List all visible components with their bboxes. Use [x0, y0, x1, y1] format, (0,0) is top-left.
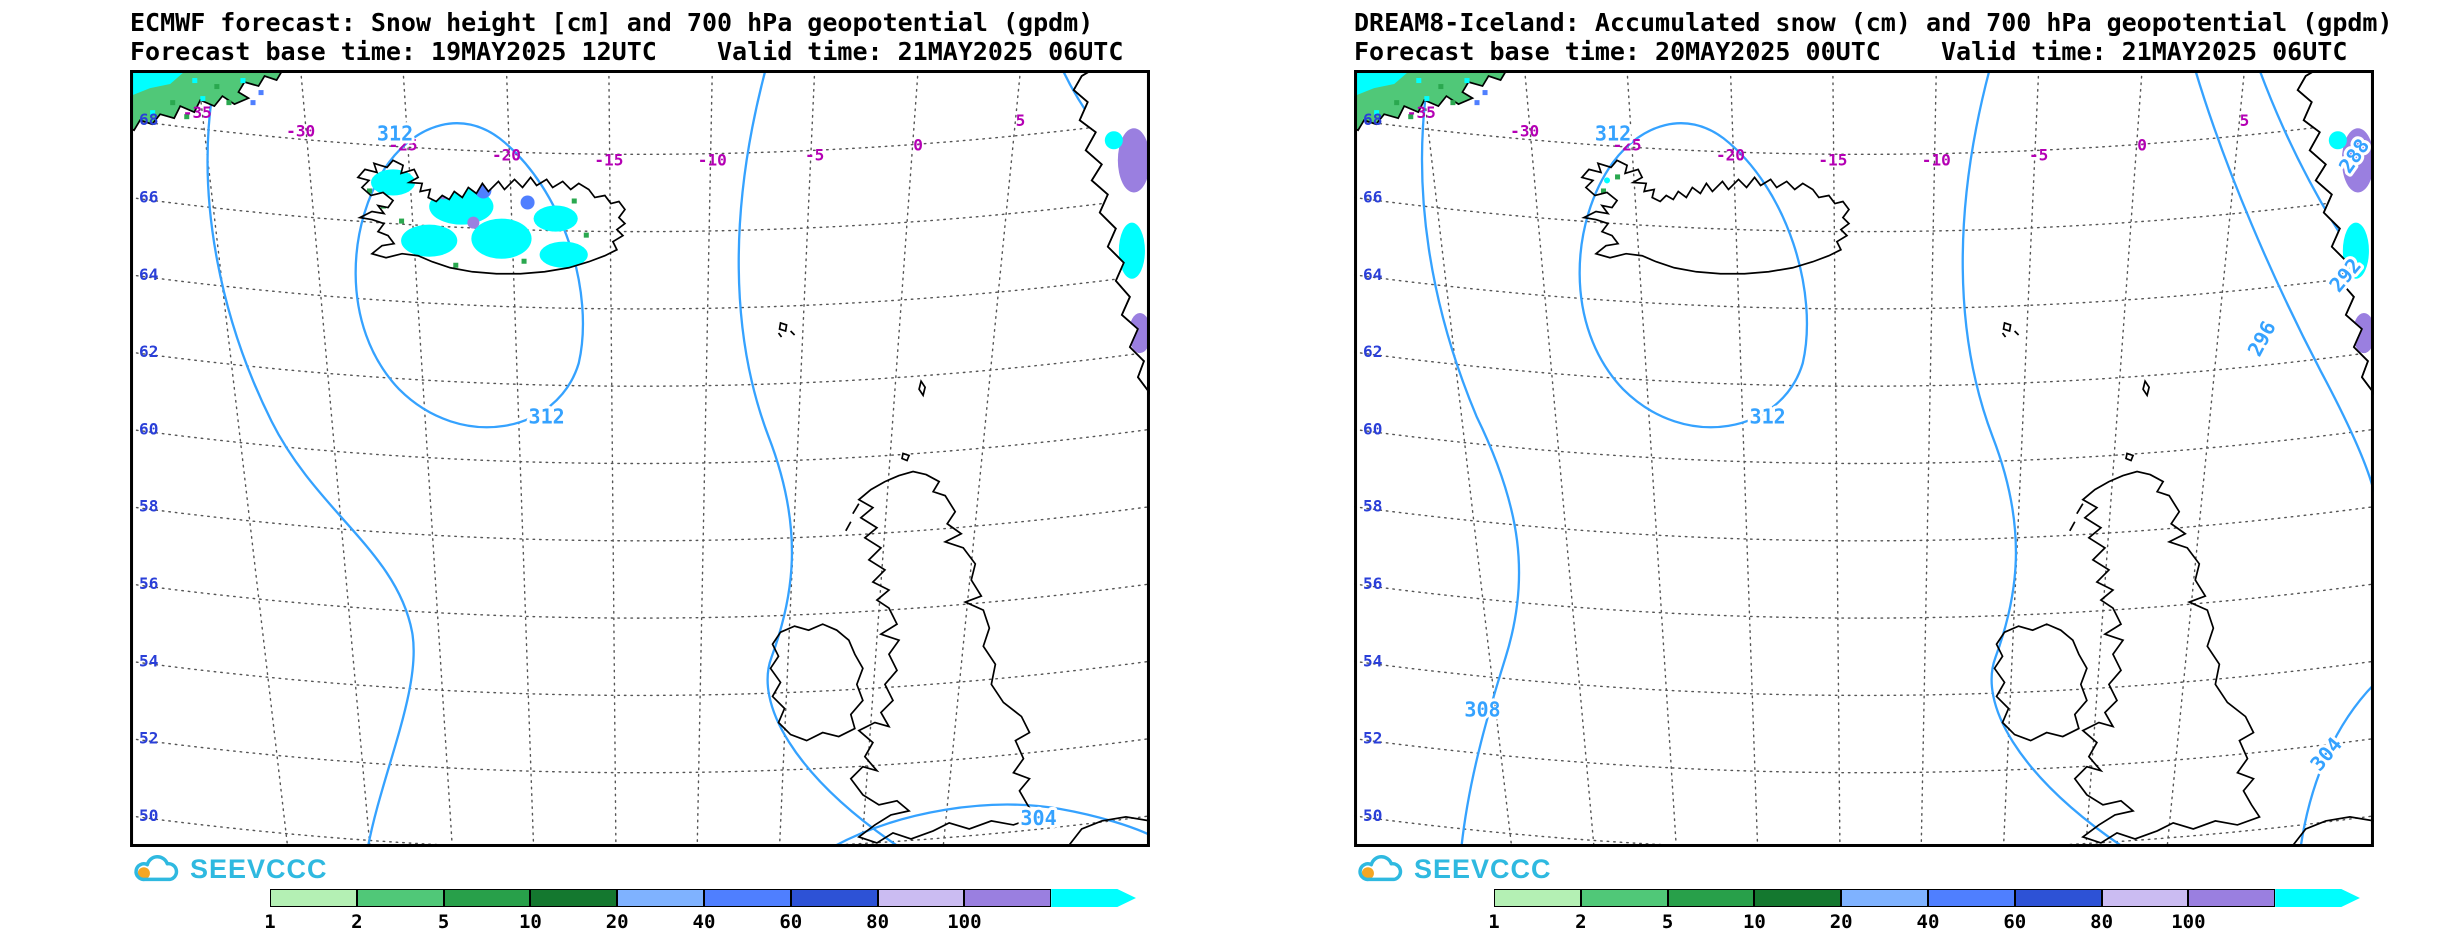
legend-tick: 200: [1033, 910, 1068, 932]
legend-segment: 2: [1575, 889, 1668, 933]
legend-segment: 1: [1488, 889, 1581, 933]
map-frame: [130, 70, 1150, 847]
legend-tick: 80: [866, 911, 890, 933]
legend-tick: 20: [605, 911, 629, 933]
legend-tick: 1: [1488, 911, 1500, 933]
contour-label-312: 312: [529, 404, 565, 428]
legend-segment: 20: [1830, 889, 1928, 933]
contour-label-312: 312: [1750, 404, 1786, 428]
legend-tick: 1: [264, 911, 276, 933]
panel-footer: SEEVCCC 1 2 5 10 20 40 60 80 100 200: [1354, 851, 2448, 933]
legend-segment: 5: [438, 889, 531, 933]
panel-ecmwf: ECMWF forecast: Snow height [cm] and 700…: [0, 0, 1224, 933]
snow-legend: 1 2 5 10 20 40 60 80 100 200: [1488, 889, 2360, 933]
legend-tick: 5: [437, 911, 450, 933]
legend-segment: 60: [779, 889, 878, 933]
legend-tick: 20: [1829, 911, 1853, 933]
map-background: [1354, 70, 2374, 847]
legend-segment: 100: [2171, 889, 2276, 933]
cloud-icon: [1358, 855, 1403, 882]
legend-tick: 200: [2257, 910, 2292, 932]
legend-segment: 100: [947, 889, 1052, 933]
logo-text: SEEVCCC: [1414, 853, 1552, 884]
legend-segment: 40: [1917, 889, 2015, 933]
panel-subtitle: Forecast base time: 20MAY2025 00UTC Vali…: [1354, 37, 2348, 66]
legend-segment: 5: [1662, 889, 1755, 933]
cloud-icon: [134, 855, 179, 882]
seevccc-logo: SEEVCCC: [130, 851, 1224, 887]
legend-tick: 80: [2090, 911, 2114, 933]
logo-text: SEEVCCC: [190, 853, 328, 884]
legend-segment: 40: [693, 889, 791, 933]
legend-tick: 100: [2171, 911, 2206, 933]
panel-footer: SEEVCCC 1 2 5 10 20 40 60 80 100 200: [130, 851, 1224, 933]
legend-tick: 60: [779, 911, 803, 933]
legend-tick: 40: [692, 911, 716, 933]
legend-segment: 2: [351, 889, 444, 933]
map-background: [130, 70, 1150, 847]
contour-labels: 312 312 304: [374, 118, 1060, 833]
legend-tick: 2: [1575, 911, 1587, 933]
contour-label-312: 312: [377, 121, 413, 145]
snow-legend: 1 2 5 10 20 40 60 80 100 200: [264, 889, 1136, 933]
panel-dream8: DREAM8-Iceland: Accumulated snow (cm) an…: [1224, 0, 2448, 933]
legend-segment: 80: [866, 889, 965, 933]
legend-bar: 1 2 5 10 20 40 60 80 100 200: [1488, 889, 2360, 933]
legend-tick: 60: [2003, 911, 2027, 933]
panel-ecmwf-header: ECMWF forecast: Snow height [cm] and 700…: [130, 8, 1224, 66]
panel-subtitle: Forecast base time: 19MAY2025 12UTC Vali…: [130, 37, 1124, 66]
map-dream8: 312 312 308 304 296 292 288: [1354, 70, 2374, 847]
legend-segment: 80: [2090, 889, 2189, 933]
contour-label-308: 308: [1464, 697, 1500, 721]
panel-title: DREAM8-Iceland: Accumulated snow (cm) an…: [1354, 8, 2393, 37]
contour-label-312: 312: [1595, 121, 1631, 145]
legend-tick: 2: [351, 911, 363, 933]
legend-segment: 10: [1743, 889, 1842, 933]
panel-title: ECMWF forecast: Snow height [cm] and 700…: [130, 8, 1094, 37]
map-ecmwf: 312 312 304: [130, 70, 1150, 847]
legend-tick: 40: [1916, 911, 1940, 933]
legend-tick: 10: [1742, 911, 1766, 933]
legend-tick: 5: [1661, 911, 1674, 933]
legend-bar: 1 2 5 10 20 40 60 80 100 200: [264, 889, 1136, 933]
contour-label-304: 304: [1020, 806, 1056, 830]
legend-tick: 100: [947, 911, 982, 933]
map-frame: [1354, 70, 2374, 847]
legend-segment: 1: [264, 889, 357, 933]
panel-dream8-header: DREAM8-Iceland: Accumulated snow (cm) an…: [1354, 8, 2448, 66]
legend-segment: 60: [2003, 889, 2102, 933]
legend-tick: 10: [518, 911, 542, 933]
legend-segment: 200: [1051, 889, 1136, 907]
legend-segment: 20: [606, 889, 704, 933]
legend-segment: 200: [2275, 889, 2360, 907]
seevccc-logo: SEEVCCC: [1354, 851, 2448, 887]
legend-segment: 10: [519, 889, 618, 933]
